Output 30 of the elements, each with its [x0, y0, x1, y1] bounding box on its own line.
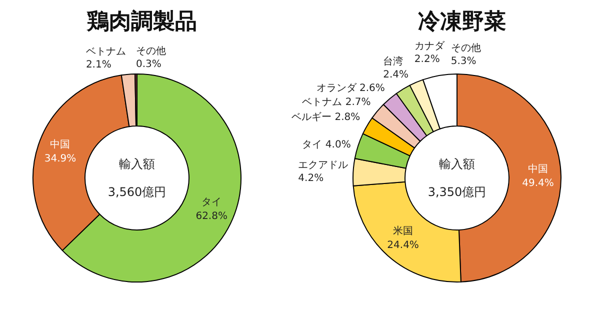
slice-label: エクアドル — [298, 160, 348, 171]
data-label: 24.4% — [387, 240, 419, 251]
slice-label: タイ — [202, 197, 222, 208]
slice-label: ベトナム 2.7% — [302, 97, 371, 108]
data-label: 49.4% — [522, 178, 554, 189]
slice-label: カナダ — [414, 40, 446, 52]
data-label: 4.2% — [298, 172, 324, 184]
text: 輸入額 — [439, 157, 475, 171]
data-label: 34.9% — [44, 154, 76, 165]
chart-title: 冷凍野菜 — [418, 10, 506, 34]
data-label: 2.4% — [383, 69, 409, 80]
data-label: 5.3% — [450, 56, 476, 67]
text: 3,350億円 — [428, 185, 486, 199]
slice-label: 中国 — [50, 138, 70, 151]
data-label: 0.3% — [136, 59, 162, 70]
text: 3,560億円 — [108, 185, 166, 199]
data-label: 2.1% — [86, 59, 112, 70]
slice-label: 米国 — [393, 224, 414, 237]
data-label: 2.2% — [414, 54, 440, 66]
slice-label: ベルギー 2.8% — [292, 111, 360, 124]
text: 輸入額 — [119, 157, 155, 171]
data-label: 62.8% — [196, 211, 228, 222]
slice-label: その他 — [136, 45, 166, 58]
slice-label: オランダ 2.6% — [316, 82, 385, 94]
slice-label: ベトナム — [86, 46, 126, 58]
slice-label: 台湾 — [383, 55, 404, 68]
slice-label: タイ 4.0% — [302, 139, 351, 150]
slice-label: 中国 — [528, 162, 548, 175]
chart-title: 鶏肉調製品 — [86, 8, 197, 34]
slice-label: その他 — [450, 42, 481, 54]
